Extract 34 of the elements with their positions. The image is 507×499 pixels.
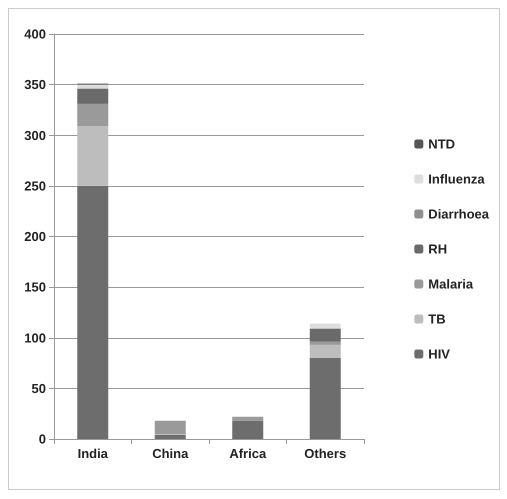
legend-label: Diarrhoea — [428, 206, 490, 222]
y-tick-label: 50 — [32, 380, 46, 396]
bar — [232, 420, 264, 439]
bar — [77, 186, 108, 439]
bar — [310, 328, 341, 342]
bar — [310, 324, 341, 329]
bar — [77, 126, 108, 186]
y-tick-label: 350 — [24, 77, 46, 92]
bar — [310, 358, 341, 439]
bar — [77, 104, 108, 126]
y-tick-label: 100 — [24, 330, 46, 346]
legend-label: TB — [428, 312, 446, 326]
bar — [154, 434, 186, 439]
bar — [310, 342, 341, 345]
bar — [77, 88, 108, 104]
legend-label: NTD — [428, 136, 456, 152]
y-tick-label: 200 — [24, 229, 46, 244]
x-tick-label: India — [78, 446, 109, 461]
legend-label: RH — [428, 242, 448, 256]
legend-label: Malaria — [428, 276, 474, 292]
y-tick-label: 400 — [24, 26, 46, 42]
legend-label: Influenza — [428, 172, 486, 186]
bar — [232, 416, 264, 421]
legend-label: HIV — [428, 346, 450, 362]
y-tick-label: 300 — [24, 128, 46, 143]
x-tick-label: China — [152, 446, 190, 461]
x-tick-label: Others — [304, 446, 346, 461]
y-tick-label: 0 — [38, 432, 46, 446]
y-tick-label: 150 — [24, 280, 46, 295]
bar — [154, 420, 186, 434]
bar — [310, 344, 341, 358]
x-tick-label: Africa — [229, 446, 267, 461]
y-tick-label: 250 — [24, 178, 46, 194]
bar — [77, 84, 108, 89]
